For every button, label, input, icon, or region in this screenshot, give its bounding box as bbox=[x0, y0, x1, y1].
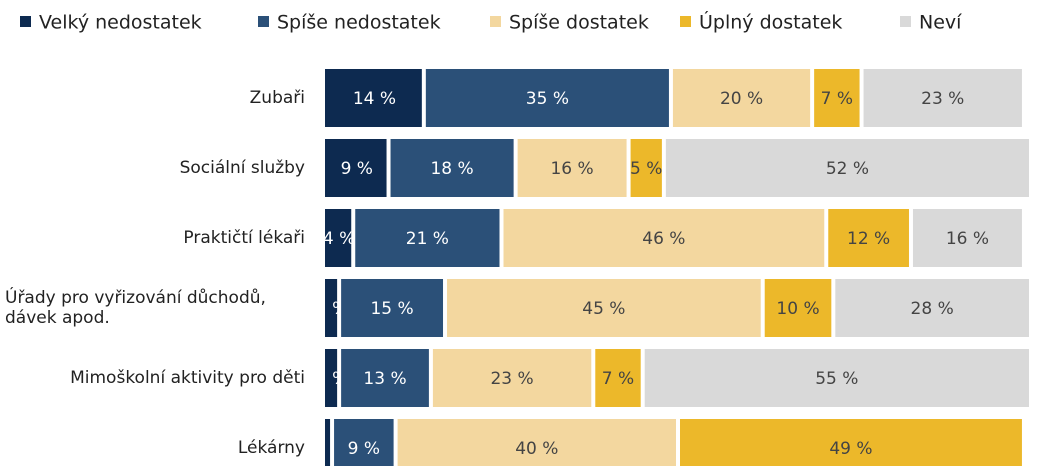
value-label: 20 % bbox=[720, 89, 763, 109]
value-label: 5 % bbox=[630, 159, 662, 179]
value-label: 13 % bbox=[363, 369, 406, 389]
value-label: 7 % bbox=[821, 89, 853, 109]
value-label: 52 % bbox=[826, 159, 869, 179]
bar-segment bbox=[672, 69, 811, 127]
bar-segment bbox=[644, 349, 1029, 407]
bar-segment bbox=[325, 419, 331, 466]
category-label-box: Praktičtí lékaři bbox=[5, 208, 305, 268]
value-label: 18 % bbox=[430, 159, 473, 179]
value-label: 7 % bbox=[602, 369, 634, 389]
value-label: 9 % bbox=[348, 439, 380, 459]
bar-segment bbox=[595, 349, 641, 407]
bar-segment bbox=[503, 209, 825, 267]
bar-segment bbox=[828, 209, 909, 267]
bar-segment bbox=[863, 69, 1022, 127]
legend-label: Velký nedostatek bbox=[39, 12, 202, 34]
bar-segment bbox=[325, 279, 338, 337]
category-label-wrap: Lékárny bbox=[5, 418, 305, 466]
bar-segment bbox=[334, 419, 394, 466]
bar-segment bbox=[665, 139, 1029, 197]
category-label: Mimoškolní aktivity pro děti bbox=[70, 368, 305, 388]
legend-label: Spíše nedostatek bbox=[277, 12, 441, 34]
category-label: Lékárny bbox=[237, 438, 305, 458]
value-label: 45 % bbox=[582, 299, 625, 319]
bar-segment bbox=[397, 419, 676, 466]
value-label: 12 % bbox=[847, 229, 890, 249]
category-label-box: Úřady pro vyřizování důchodů, dávek apod… bbox=[5, 278, 305, 338]
category-label: Zubaři bbox=[249, 88, 305, 108]
bar-segment bbox=[325, 139, 387, 197]
category-label-wrap: Praktičtí lékaři bbox=[5, 208, 305, 268]
value-label: 28 % bbox=[911, 299, 954, 319]
category-label-wrap: Mimoškolní aktivity pro děti bbox=[5, 348, 305, 408]
value-label: 4 % bbox=[323, 229, 355, 249]
value-label: 40 % bbox=[515, 439, 558, 459]
category-label-box: Zubaři bbox=[5, 68, 305, 128]
value-label: 16 % bbox=[550, 159, 593, 179]
bar-segment bbox=[814, 69, 860, 127]
bar-segment bbox=[390, 139, 514, 197]
value-label: 49 % bbox=[829, 439, 872, 459]
bar-segment bbox=[764, 279, 832, 337]
bar-segment bbox=[835, 279, 1029, 337]
bar-segment bbox=[325, 69, 422, 127]
value-label: 35 % bbox=[526, 89, 569, 109]
category-label: Úřady pro vyřizování důchodů, dávek apod… bbox=[5, 288, 266, 328]
legend-swatch bbox=[258, 16, 269, 27]
category-label: Sociální služby bbox=[179, 158, 305, 178]
category-label-wrap: Zubaři bbox=[5, 68, 305, 128]
value-label: 14 % bbox=[353, 89, 396, 109]
bar-segment bbox=[432, 349, 592, 407]
legend-label: Spíše dostatek bbox=[509, 12, 649, 34]
bar-segment bbox=[355, 209, 500, 267]
bar-segment bbox=[325, 349, 338, 407]
bar-segment bbox=[325, 209, 352, 267]
value-label: 15 % bbox=[370, 299, 413, 319]
category-label-box: Sociální služby bbox=[5, 138, 305, 198]
value-label: 23 % bbox=[490, 369, 533, 389]
value-label: 21 % bbox=[406, 229, 449, 249]
category-label-box: Mimoškolní aktivity pro děti bbox=[5, 348, 305, 408]
bar-segment bbox=[630, 139, 662, 197]
bar-segment bbox=[912, 209, 1022, 267]
bar-segment bbox=[425, 69, 669, 127]
legend-swatch bbox=[490, 16, 501, 27]
legend-swatch bbox=[20, 16, 31, 27]
bar-segment bbox=[680, 419, 1022, 466]
value-label: 2 % bbox=[316, 299, 348, 319]
category-label: Praktičtí lékaři bbox=[183, 228, 305, 248]
bar-segment bbox=[341, 349, 429, 407]
value-label: 55 % bbox=[815, 369, 858, 389]
value-label: 10 % bbox=[776, 299, 819, 319]
value-label: 9 % bbox=[341, 159, 373, 179]
legend-swatch bbox=[680, 16, 691, 27]
legend-label: Úplný dostatek bbox=[699, 10, 842, 34]
value-label: 23 % bbox=[921, 89, 964, 109]
value-label: 16 % bbox=[946, 229, 989, 249]
category-label-box: Lékárny bbox=[5, 418, 305, 466]
bar-segment bbox=[447, 279, 761, 337]
value-label: 46 % bbox=[642, 229, 685, 249]
bar-segment bbox=[517, 139, 627, 197]
category-label-wrap: Sociální služby bbox=[5, 138, 305, 198]
value-label: 2 % bbox=[316, 369, 348, 389]
legend-swatch bbox=[900, 16, 911, 27]
legend-label: Neví bbox=[919, 12, 962, 34]
bar-segment bbox=[341, 279, 444, 337]
category-label-wrap: Úřady pro vyřizování důchodů, dávek apod… bbox=[5, 278, 305, 338]
